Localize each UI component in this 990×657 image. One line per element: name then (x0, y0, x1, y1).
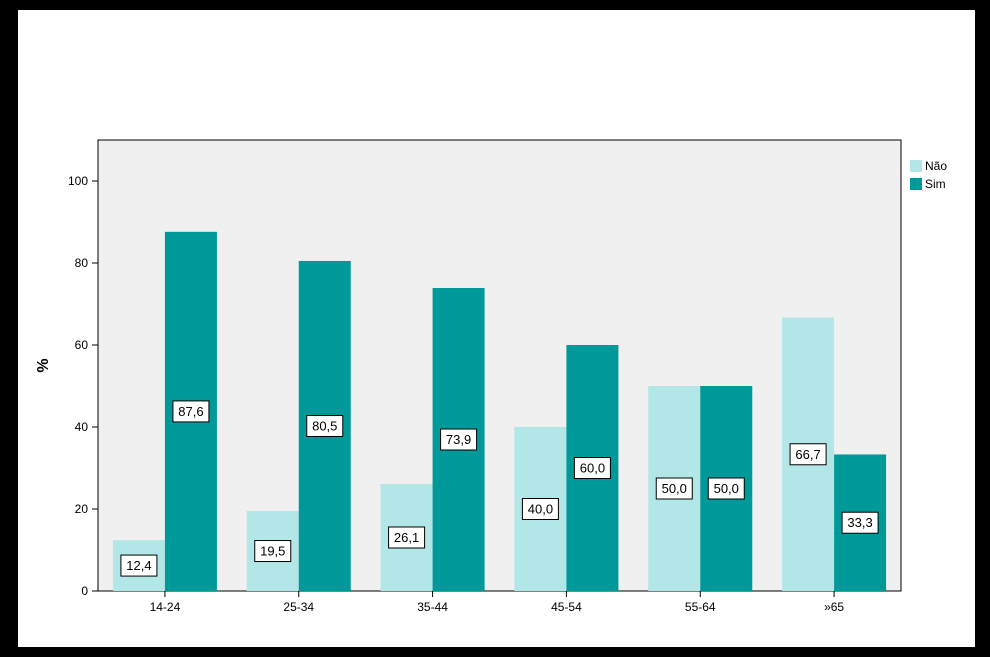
data-label-box (789, 443, 827, 466)
x-tick-label: 14-24 (150, 600, 181, 614)
data-label-box (254, 540, 292, 563)
legend: Não Sim (910, 159, 947, 191)
legend-swatch (910, 178, 922, 190)
data-label-box (440, 428, 478, 451)
y-tick-label: 60 (75, 338, 89, 352)
data-label: 26,1 (388, 526, 426, 549)
y-tick-label: 20 (75, 502, 89, 516)
data-label: 33,3 (841, 511, 879, 534)
data-label-text: 40,0 (528, 502, 553, 517)
data-label: 73,9 (440, 428, 478, 451)
data-label-box (655, 477, 693, 500)
chart-frame: 0 20 40 60 80 100 14-24 25-34 35-44 45-54 55-64 »6… (18, 10, 975, 647)
data-label-text: 80,5 (312, 418, 337, 433)
data-label: 87,6 (172, 400, 210, 423)
x-axis: 14-24 25-34 35-44 45-54 55-64 »65 (150, 591, 844, 614)
data-label: 50,0 (707, 477, 745, 500)
y-axis: 0 20 40 60 80 100 (68, 174, 98, 598)
data-label: 50,0 (655, 477, 693, 500)
data-label-text: 26,1 (394, 530, 419, 545)
y-tick-label: 100 (68, 174, 88, 188)
x-tick-label: 45-54 (551, 600, 582, 614)
data-label-text: 33,3 (847, 515, 872, 530)
legend-label: Não (925, 159, 947, 173)
data-label-text: 87,6 (178, 404, 203, 419)
data-label: 12,4 (120, 554, 158, 577)
data-label: 40,0 (521, 498, 559, 520)
data-label: 60,0 (573, 457, 611, 479)
data-label-box (120, 554, 158, 577)
plot-area (97, 139, 902, 592)
data-label-box (388, 526, 426, 549)
y-tick-label: 40 (75, 420, 89, 434)
y-tick-label: 80 (75, 256, 89, 270)
data-label-text: 12,4 (126, 558, 151, 573)
data-label: 19,5 (254, 540, 292, 563)
x-tick-label: 55-64 (685, 600, 716, 614)
data-label-text: 50,0 (714, 481, 739, 496)
data-label-text: 66,7 (795, 447, 820, 462)
y-axis-label: % (35, 358, 52, 372)
data-label-text: 50,0 (662, 481, 687, 496)
data-label-box (521, 498, 559, 520)
data-label-box (172, 400, 210, 423)
legend-label: Sim (925, 177, 946, 191)
x-tick-label: 35-44 (417, 600, 448, 614)
x-tick-label: »65 (824, 600, 844, 614)
y-tick-label: 0 (81, 584, 88, 598)
x-tick-label: 25-34 (283, 600, 314, 614)
data-label-text: 73,9 (446, 432, 471, 447)
bar-chart: 0 20 40 60 80 100 14-24 25-34 35-44 45-54 55-64 »6… (35, 139, 947, 614)
data-label-text: 60,0 (580, 461, 605, 476)
data-label-box (306, 414, 344, 437)
data-label: 66,7 (789, 443, 827, 466)
data-label-box (841, 511, 879, 534)
data-label: 80,5 (306, 414, 344, 437)
data-label-box (707, 477, 745, 500)
legend-swatch (910, 160, 922, 172)
data-label-box (573, 457, 611, 479)
data-labels-group: 12,4 87,6 19,5 80,5 26,1 73,9 40,0 60,0 50,0 50,0… (120, 400, 879, 577)
data-label-text: 19,5 (260, 544, 285, 559)
